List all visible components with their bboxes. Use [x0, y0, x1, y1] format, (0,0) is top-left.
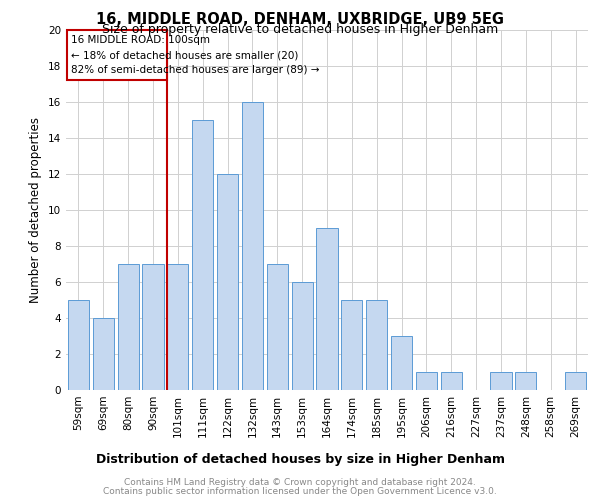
Bar — [292, 282, 313, 390]
Y-axis label: Number of detached properties: Number of detached properties — [29, 117, 43, 303]
Bar — [167, 264, 188, 390]
Bar — [565, 372, 586, 390]
Bar — [490, 372, 512, 390]
Bar — [391, 336, 412, 390]
Bar — [67, 30, 167, 80]
Bar — [441, 372, 462, 390]
Bar — [341, 300, 362, 390]
Bar — [515, 372, 536, 390]
Text: Contains public sector information licensed under the Open Government Licence v3: Contains public sector information licen… — [103, 486, 497, 496]
Bar — [118, 264, 139, 390]
Text: Contains HM Land Registry data © Crown copyright and database right 2024.: Contains HM Land Registry data © Crown c… — [124, 478, 476, 487]
Bar — [366, 300, 387, 390]
Text: 16, MIDDLE ROAD, DENHAM, UXBRIDGE, UB9 5EG: 16, MIDDLE ROAD, DENHAM, UXBRIDGE, UB9 5… — [96, 12, 504, 28]
Text: Distribution of detached houses by size in Higher Denham: Distribution of detached houses by size … — [95, 452, 505, 466]
Bar — [316, 228, 338, 390]
Bar — [217, 174, 238, 390]
Bar — [68, 300, 89, 390]
Text: 16 MIDDLE ROAD: 100sqm
← 18% of detached houses are smaller (20)
82% of semi-det: 16 MIDDLE ROAD: 100sqm ← 18% of detached… — [71, 36, 319, 75]
Bar — [192, 120, 213, 390]
Bar — [142, 264, 164, 390]
Bar — [267, 264, 288, 390]
Bar — [93, 318, 114, 390]
Bar — [242, 102, 263, 390]
Text: Size of property relative to detached houses in Higher Denham: Size of property relative to detached ho… — [102, 22, 498, 36]
Bar — [416, 372, 437, 390]
